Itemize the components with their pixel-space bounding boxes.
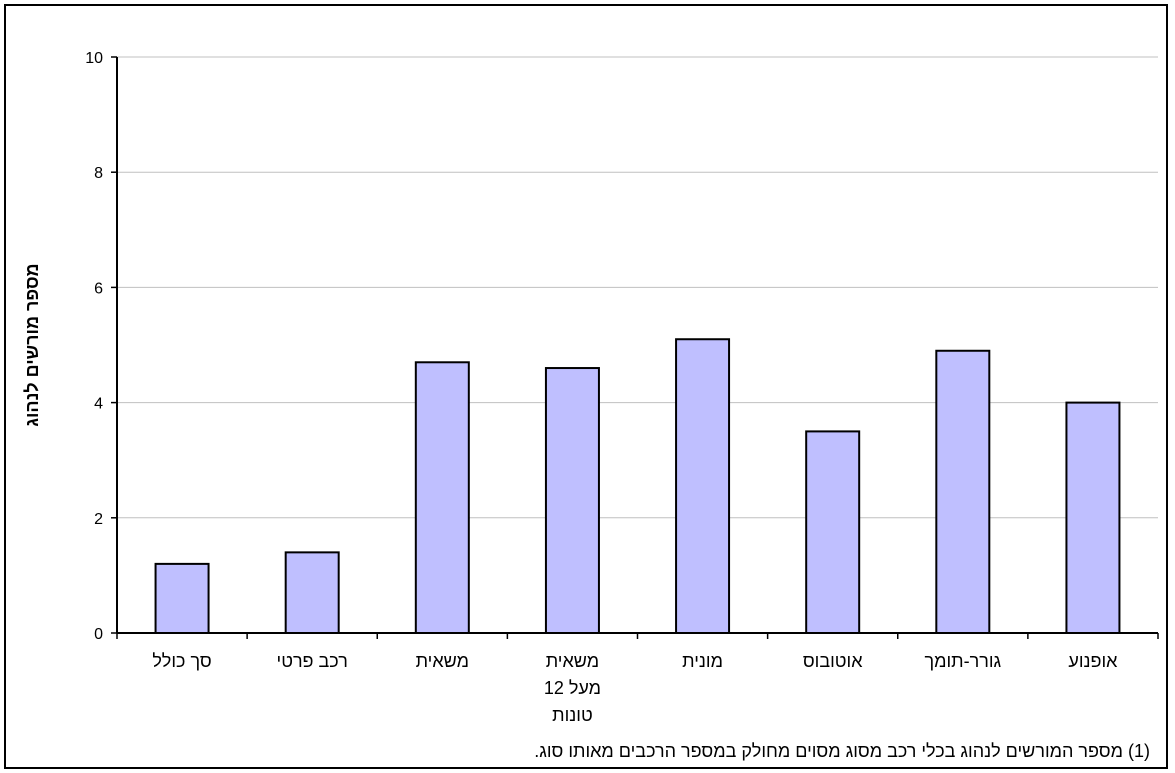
- x-tick-label: אופנוע: [1068, 651, 1118, 671]
- bar: [154, 562, 210, 635]
- y-tick-label: 2: [94, 511, 103, 528]
- x-tick-label: רכב פרטי: [277, 651, 348, 671]
- y-tick-label: 0: [94, 626, 103, 643]
- x-tick-label: סך כולל: [152, 651, 211, 671]
- y-tick-label: 10: [85, 50, 103, 67]
- bar: [1065, 401, 1121, 634]
- x-tick-label: משאית: [416, 651, 469, 671]
- x-tick-label: אוטובוס: [803, 651, 863, 671]
- y-tick-label: 4: [94, 396, 103, 413]
- bar: [544, 367, 600, 634]
- x-tick-labels: סך כולל רכב פרטי משאית משאית מעל 12 טונות מוני…: [116, 633, 1159, 725]
- bars: [154, 338, 1121, 635]
- grid-lines: [117, 56, 1158, 519]
- x-tick-label: משאית מעל 12 טונות: [544, 651, 601, 725]
- y-axis-title: מספר מורשים לנהוג: [22, 263, 42, 426]
- y-tick-labels: 0 2 4 6 8 10: [85, 50, 117, 643]
- bar: [284, 551, 340, 634]
- y-tick-label: 8: [94, 165, 103, 182]
- axes: [116, 57, 1158, 634]
- footnote: (1) מספר המורשים לנהוג בכלי רכב מסוג מסו…: [534, 741, 1150, 761]
- y-tick-label: 6: [94, 280, 103, 297]
- bar: [414, 361, 470, 634]
- bar: [675, 338, 731, 634]
- bar: [805, 430, 861, 634]
- x-tick-label: מונית: [682, 651, 723, 671]
- x-tick-label: גורר-תומך: [925, 651, 1002, 671]
- bar: [935, 349, 991, 634]
